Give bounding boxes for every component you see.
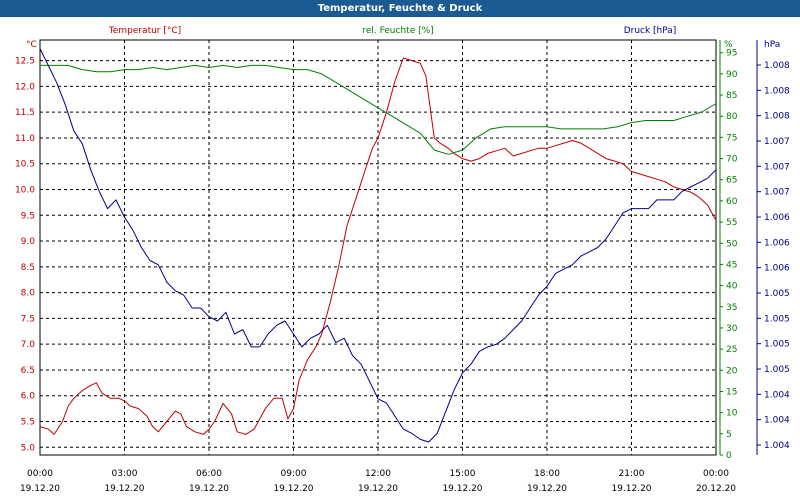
temperature-unit-label: °C	[26, 40, 37, 50]
x-tick-date: 19.12.20	[20, 484, 60, 494]
pressure-tick-label: 1.007	[764, 188, 790, 198]
series-line-temperature	[39, 57, 717, 435]
temperature-tick-label: 5.5	[21, 417, 35, 427]
pressure-tick-label: 1.004	[764, 416, 790, 426]
pressure-tick-label: 1.005	[764, 289, 790, 299]
humidity-tick-label: 5	[726, 430, 732, 440]
x-tick-time: 00:00	[703, 469, 729, 479]
pressure-tick-label: 1.005	[764, 340, 790, 350]
temperature-tick-label: 8.5	[21, 263, 35, 273]
x-tick-time: 09:00	[281, 469, 307, 479]
x-tick-date: 19.12.20	[104, 484, 144, 494]
x-tick-date: 19.12.20	[273, 484, 313, 494]
x-tick-time: 18:00	[534, 469, 560, 479]
temperature-axis-label: Temperatur [°C]	[108, 26, 181, 36]
pressure-tick-label: 1.008	[764, 112, 790, 122]
pressure-unit-label: hPa	[764, 40, 780, 50]
humidity-tick-label: 20	[726, 366, 738, 376]
humidity-tick-label: 70	[726, 155, 738, 165]
pressure-tick-label: 1.008	[764, 61, 790, 71]
humidity-unit-label: %	[724, 40, 733, 50]
humidity-tick-label: 80	[726, 112, 738, 122]
temperature-tick-label: 11.5	[15, 108, 35, 118]
temperature-tick-label: 9.0	[21, 237, 36, 247]
humidity-tick-label: 90	[726, 70, 738, 80]
axis-labels: 00:00 19.12.20 03:00 19.12.20 06:00 19.12.20 0…	[15, 26, 790, 494]
humidity-tick-label: 10	[726, 409, 738, 419]
temperature-tick-label: 5.0	[21, 443, 36, 453]
pressure-tick-label: 1.008	[764, 86, 790, 96]
temperature-tick-label: 9.5	[21, 211, 35, 221]
x-tick-time: 06:00	[196, 469, 222, 479]
pressure-tick-label: 1.006	[764, 213, 790, 223]
humidity-axis-label: rel. Feuchte [%]	[362, 26, 433, 36]
humidity-tick-label: 85	[726, 91, 737, 101]
temperature-tick-label: 12.0	[15, 82, 35, 92]
humidity-tick-label: 45	[726, 260, 737, 270]
x-tick-time: 15:00	[450, 469, 476, 479]
humidity-tick-label: 55	[726, 218, 737, 228]
temperature-tick-label: 11.0	[15, 134, 35, 144]
humidity-tick-label: 60	[726, 197, 738, 207]
x-tick-date: 20.12.20	[696, 484, 736, 494]
humidity-tick-label: 15	[726, 387, 737, 397]
plot-frame	[39, 39, 717, 456]
pressure-tick-label: 1.007	[764, 137, 790, 147]
x-tick-time: 12:00	[365, 469, 391, 479]
humidity-tick-label: 35	[726, 303, 737, 313]
pressure-axis-label: Druck [hPa]	[624, 26, 677, 36]
series-line-humidity	[40, 64, 717, 155]
pressure-tick-label: 1.004	[764, 441, 790, 451]
humidity-tick-label: 25	[726, 345, 737, 355]
temperature-tick-label: 10.0	[15, 186, 35, 196]
pressure-tick-label: 1.004	[764, 390, 790, 400]
humidity-tick-label: 40	[726, 282, 738, 292]
pressure-tick-label: 1.006	[764, 264, 790, 274]
temperature-tick-label: 6.5	[21, 366, 35, 376]
x-tick-time: 00:00	[27, 469, 53, 479]
temperature-tick-label: 8.0	[21, 289, 36, 299]
x-tick-date: 19.12.20	[442, 484, 482, 494]
humidity-tick-label: 75	[726, 133, 737, 143]
series-layer	[39, 48, 717, 443]
temperature-tick-label: 7.5	[21, 314, 35, 324]
temperature-tick-label: 12.5	[15, 57, 35, 67]
pressure-tick-label: 1.005	[764, 314, 790, 324]
x-tick-time: 03:00	[112, 469, 138, 479]
humidity-tick-label: 30	[726, 324, 738, 334]
temperature-tick-label: 7.0	[21, 340, 36, 350]
temperature-tick-label: 6.0	[21, 392, 36, 402]
x-tick-date: 19.12.20	[189, 484, 229, 494]
humidity-tick-label: 65	[726, 176, 737, 186]
pressure-tick-label: 1.006	[764, 238, 790, 248]
pressure-tick-label: 1.007	[764, 162, 790, 172]
x-tick-date: 19.12.20	[611, 484, 651, 494]
x-tick-date: 19.12.20	[358, 484, 398, 494]
humidity-tick-label: 95	[726, 49, 737, 59]
chart-title: Temperatur, Feuchte & Druck	[0, 0, 800, 17]
humidity-tick-label: 0	[726, 451, 732, 461]
pressure-tick-label: 1.005	[764, 365, 790, 375]
series-line-pressure	[39, 48, 717, 443]
x-tick-date: 19.12.20	[527, 484, 567, 494]
humidity-tick-label: 50	[726, 239, 738, 249]
x-tick-time: 21:00	[619, 469, 645, 479]
temperature-tick-label: 10.5	[15, 160, 35, 170]
